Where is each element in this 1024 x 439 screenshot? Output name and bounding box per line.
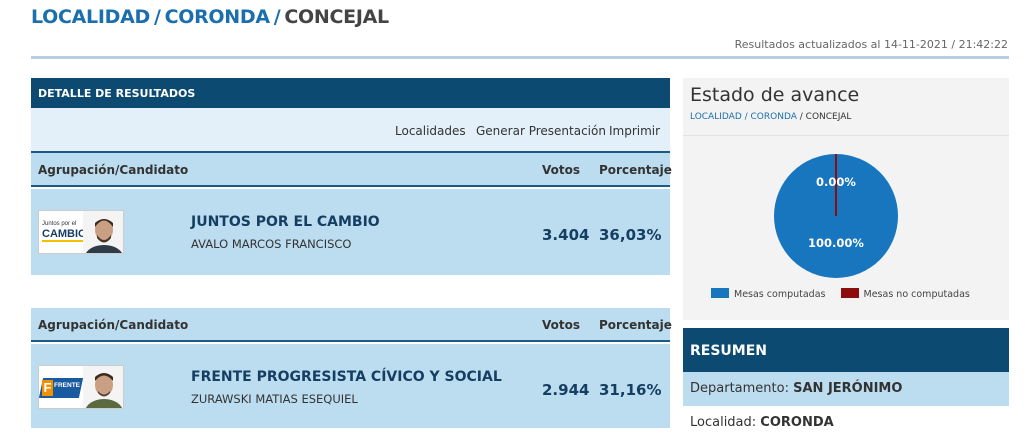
legend-item-computadas[interactable]: Mesas computadas (711, 288, 825, 300)
candidate-name: ZURAWSKI MATIAS ESEQUIEL (191, 392, 358, 406)
crumb-coronda[interactable]: CORONDA (750, 112, 797, 122)
updated-timestamp: Resultados actualizados al 14-11-2021 / … (734, 38, 1008, 51)
resumen-departamento: Departamento: SAN JERÓNIMO (683, 372, 1009, 406)
col-group-label: Agrupación/Candidato (38, 318, 189, 332)
result-row: F FRENTE FRENTE PROGRESISTA CÍVICO Y SOC… (31, 344, 670, 428)
candidate-name: AVALO MARCOS FRANCISCO (191, 237, 352, 251)
breadcrumb-separator: / (153, 6, 161, 28)
progress-breadcrumb: LOCALIDAD / CORONDA / CONCEJAL (690, 112, 852, 122)
results-panel-header: DETALLE DE RESULTADOS (31, 78, 670, 108)
crumb-localidad[interactable]: LOCALIDAD (690, 112, 742, 122)
col-votes-label: Votos (542, 318, 580, 332)
pie-legend: Mesas computadas Mesas no computadas (711, 288, 982, 300)
breadcrumb-coronda[interactable]: CORONDA (164, 6, 270, 28)
party-name: FRENTE PROGRESISTA CÍVICO Y SOCIAL (191, 369, 502, 385)
imprimir-link[interactable]: Imprimir (609, 124, 661, 138)
departamento-label: Departamento: (690, 381, 789, 396)
progress-card: Estado de avance LOCALIDAD / CORONDA / C… (683, 78, 1009, 320)
generar-presentacion-link[interactable]: Generar Presentación (476, 124, 606, 138)
party-logo-juntos: Juntos por el CAMBIO (38, 210, 124, 254)
results-actions-bar: Localidades Generar Presentación Imprimi… (31, 108, 670, 153)
party-logo-frente: F FRENTE (38, 365, 124, 409)
breadcrumb-localidad[interactable]: LOCALIDAD (31, 6, 150, 28)
party-name: JUNTOS POR EL CAMBIO (191, 214, 380, 230)
votes-value: 2.944 (542, 381, 590, 399)
results-column-header: Agrupación/Candidato Votos Porcentaje (31, 153, 672, 187)
crumb-current: CONCEJAL (805, 112, 852, 122)
percentage-value: 36,03% (599, 226, 662, 244)
votes-value: 3.404 (542, 226, 590, 244)
logo-text: Juntos por el (42, 221, 77, 227)
logo-text: CAMBIO (42, 228, 87, 242)
breadcrumb-current: CONCEJAL (284, 6, 389, 28)
candidate-photo (83, 366, 123, 408)
resumen-header: RESUMEN (683, 328, 1009, 372)
legend-item-no-computadas[interactable]: Mesas no computadas (840, 288, 970, 300)
results-column-header: Agrupación/Candidato Votos Porcentaje (31, 308, 672, 342)
col-pct-label: Porcentaje (599, 163, 672, 177)
result-row: Juntos por el CAMBIO JUNTOS POR EL CAMBI… (31, 189, 670, 275)
page-breadcrumb: LOCALIDAD / CORONDA / CONCEJAL (31, 6, 389, 28)
pie-slice-label: 0.00% (816, 175, 856, 189)
candidate-photo (83, 211, 123, 253)
col-votes-label: Votos (542, 163, 580, 177)
col-pct-label: Porcentaje (599, 318, 672, 332)
localidad-value: CORONDA (760, 415, 834, 430)
localidades-link[interactable]: Localidades (395, 124, 466, 138)
progress-pie-chart: 100.00% 0.00% (774, 154, 898, 278)
departamento-value: SAN JERÓNIMO (793, 381, 903, 396)
col-group-label: Agrupación/Candidato (38, 163, 189, 177)
progress-title: Estado de avance (690, 84, 860, 106)
localidad-label: Localidad: (690, 415, 757, 430)
percentage-value: 31,16% (599, 381, 662, 399)
resumen-localidad: Localidad: CORONDA (683, 406, 1009, 439)
logo-text: FRENTE (54, 382, 80, 389)
logo-text: F (42, 380, 53, 396)
pie-slice-label: 100.00% (808, 236, 864, 250)
card-divider (683, 135, 1009, 136)
breadcrumb-separator: / (273, 6, 281, 28)
header-divider (31, 56, 1009, 59)
